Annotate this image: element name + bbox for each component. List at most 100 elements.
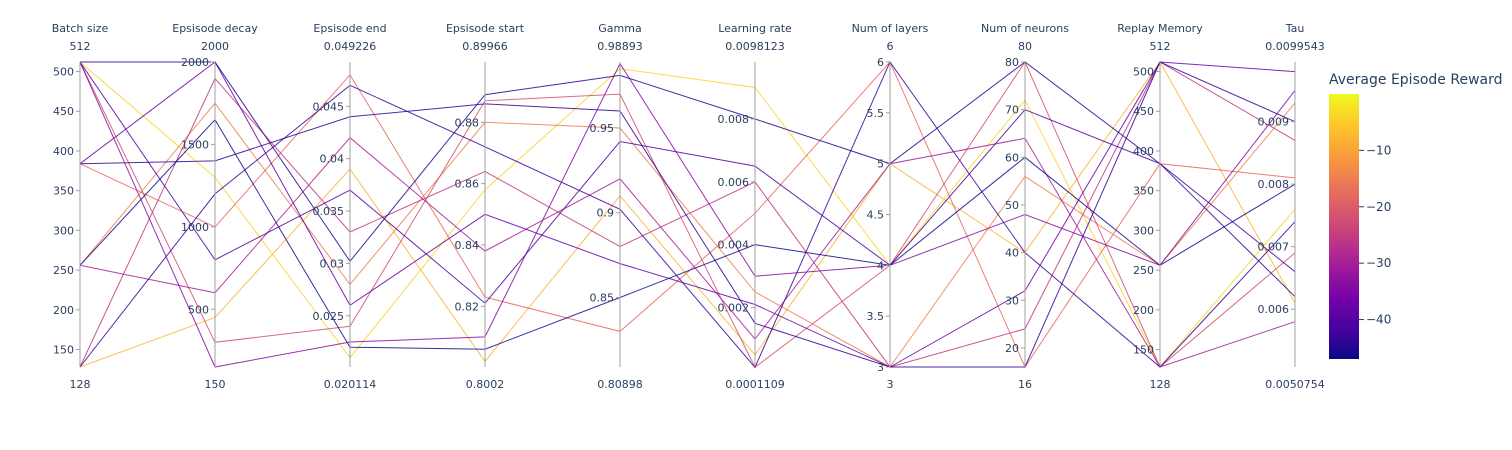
tick-label: 60	[1005, 151, 1019, 164]
tick-label: 6	[877, 56, 884, 69]
axis-6[interactable]: Num of layers 6 33 3.5 4 4.5 5 5.5 6	[852, 22, 929, 391]
colorbar-gradient	[1329, 94, 1359, 359]
axis-title: Gamma	[598, 22, 641, 35]
colorbar-title: Average Episode Reward	[1329, 72, 1503, 88]
axis-title: Epsisode start	[446, 22, 525, 35]
polyline-2	[79, 118, 1296, 350]
axis-min-label: 128	[70, 378, 91, 391]
tick-label: 0.035	[313, 205, 345, 218]
tick-label: 0.84	[455, 239, 480, 252]
tick-label: 20	[1005, 342, 1019, 355]
tick-label: 200	[53, 304, 74, 317]
axis-2[interactable]: Epsisode end 0.049226 0.020114 0.025 0.03 0.0…	[313, 22, 387, 391]
tick-label: 0.045	[313, 100, 345, 113]
tick-label: 80	[1005, 56, 1019, 69]
axis-3[interactable]: Epsisode start 0.89966 0.8002 0.82 0.84 0.86 0…	[446, 22, 525, 391]
tick-label: 350	[1133, 185, 1154, 198]
tick-label: 450	[1133, 105, 1154, 118]
tick-label: 0.009	[1258, 116, 1290, 129]
axis-title: Epsisode end	[313, 22, 386, 35]
tick-label: 70	[1005, 104, 1019, 117]
axis-max-label: 0.049226	[324, 40, 377, 53]
polyline-5	[79, 61, 1296, 368]
polyline-6	[79, 61, 1296, 368]
axis-max-label: 0.0098123	[725, 40, 785, 53]
tick-label: 1500	[181, 138, 209, 151]
tick-label: 0.007	[1258, 241, 1290, 254]
axis-min-label: 3	[887, 378, 894, 391]
axis-max-label: 2000	[201, 40, 229, 53]
axis-title: Learning rate	[718, 22, 792, 35]
polyline-4	[79, 61, 1296, 304]
tick-label: 300	[53, 224, 74, 237]
tick-label: 150	[1133, 344, 1154, 357]
axis-min-label: 0.0050754	[1265, 378, 1325, 391]
axis-4[interactable]: Gamma 0.98893 0.80898 0.85 0.9 0.95	[590, 22, 643, 391]
tick-label: 5.5	[867, 107, 885, 120]
tick-label: 500	[1133, 66, 1154, 79]
colorbar-tick-label: −40	[1366, 313, 1391, 327]
tick-label: 50	[1005, 199, 1019, 212]
axis-0[interactable]: Batch size 512 128 150 200 250 300 350 400 450 500	[52, 22, 109, 391]
polyline-13	[79, 61, 1296, 368]
axis-max-label: 0.89966	[462, 40, 508, 53]
tick-label: 0.86	[455, 178, 480, 191]
axis-max-label: 512	[70, 40, 91, 53]
axis-max-label: 0.98893	[597, 40, 643, 53]
axis-5[interactable]: Learning rate 0.0098123 0.0001109 0.002 0.00…	[718, 22, 793, 391]
tick-label: 0.004	[718, 239, 750, 252]
axis-max-label: 0.0099543	[1265, 40, 1325, 53]
axis-min-label: 128	[1150, 378, 1171, 391]
axis-title: Tau	[1285, 22, 1305, 35]
tick-label: 450	[53, 105, 74, 118]
polylines-layer	[79, 60, 1296, 369]
axis-8[interactable]: Replay Memory 512 128 150 200 250 300 350 400 450…	[1117, 22, 1203, 391]
colorbar-tick-label: −20	[1366, 200, 1391, 214]
polyline-10	[79, 61, 1296, 369]
tick-label: 400	[1133, 145, 1154, 158]
tick-label: 150	[53, 344, 74, 357]
tick-label: 0.85	[590, 291, 615, 304]
tick-label: 0.82	[455, 300, 480, 313]
axis-title: Replay Memory	[1117, 22, 1203, 35]
axis-max-label: 6	[887, 40, 894, 53]
colorbar-tick-label: −30	[1366, 256, 1391, 270]
tick-label: 0.002	[718, 302, 750, 315]
axis-9[interactable]: Tau 0.0099543 0.0050754 0.006 0.007 0.008 0.00…	[1258, 22, 1325, 391]
axis-title: Num of neurons	[981, 22, 1069, 35]
axis-1[interactable]: Epsisode decay 2000 150 500 1000 1500 2000	[172, 22, 258, 391]
axis-title: Epsisode decay	[172, 22, 258, 35]
axis-max-label: 80	[1018, 40, 1032, 53]
axis-min-label: 150	[205, 378, 226, 391]
colorbar-tick-label: −10	[1366, 143, 1391, 157]
axis-title: Num of layers	[852, 22, 929, 35]
tick-label: 0.95	[590, 122, 615, 135]
polyline-1	[79, 61, 1296, 368]
tick-label: 40	[1005, 247, 1019, 260]
axis-min-label: 0.8002	[466, 378, 505, 391]
polyline-11	[79, 102, 1296, 368]
tick-label: 500	[188, 303, 209, 316]
tick-label: 250	[1133, 264, 1154, 277]
polyline-8	[79, 61, 1296, 368]
tick-label: 4	[877, 259, 884, 272]
tick-label: 2000	[181, 56, 209, 69]
tick-label: 250	[53, 264, 74, 277]
tick-label: 500	[53, 66, 74, 79]
tick-label: 0.025	[313, 310, 345, 323]
tick-label: 4.5	[867, 209, 885, 222]
tick-label: 0.008	[1258, 178, 1290, 191]
tick-label: 3.5	[867, 310, 885, 323]
axes-layer: Batch size512128150200250300350400450500…	[52, 22, 1325, 391]
tick-label: 300	[1133, 224, 1154, 237]
tick-label: 3	[877, 361, 884, 374]
tick-label: 0.006	[1258, 303, 1290, 316]
axis-7[interactable]: Num of neurons 80 16 20 30 40 50 60 70 80	[981, 22, 1069, 391]
axis-min-label: 0.80898	[597, 378, 643, 391]
tick-label: 30	[1005, 294, 1019, 307]
polyline-3	[79, 60, 1296, 369]
polyline-0	[80, 61, 1296, 298]
axis-min-label: 0.020114	[324, 378, 377, 391]
tick-label: 5	[877, 158, 884, 171]
